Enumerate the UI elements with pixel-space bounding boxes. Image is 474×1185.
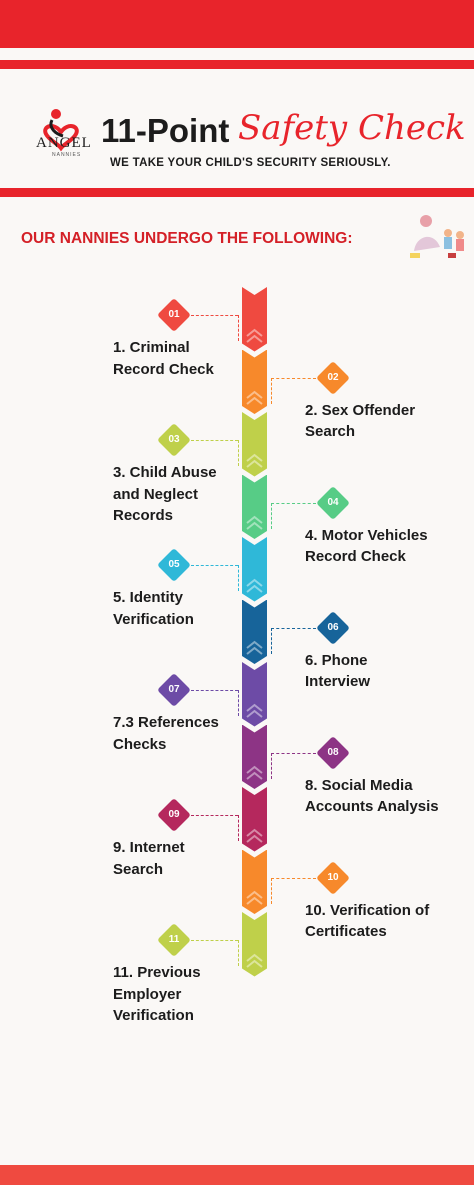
chevron-up-icon bbox=[242, 513, 267, 531]
chevron-up-icon bbox=[242, 326, 267, 344]
timeline-segment bbox=[242, 662, 267, 727]
step-number: 11 bbox=[168, 934, 180, 945]
dashed-connector bbox=[271, 752, 316, 754]
dashed-connector bbox=[191, 315, 238, 316]
step-label: 10. Verification of Certificates bbox=[305, 901, 430, 941]
dashed-connector-drop bbox=[271, 752, 272, 779]
chevron-up-icon bbox=[242, 826, 267, 844]
dashed-connector-drop bbox=[271, 627, 272, 654]
dashed-connector-drop bbox=[238, 315, 239, 341]
timeline-segment bbox=[242, 350, 267, 415]
step-label: 3. Child Abuse and Neglect Records bbox=[113, 464, 217, 524]
dashed-connector-drop bbox=[238, 565, 239, 591]
dashed-connector bbox=[191, 815, 238, 816]
step-number: 05 bbox=[168, 559, 180, 570]
logo-wordmark: ANGEL bbox=[36, 135, 92, 151]
children-illustration bbox=[410, 215, 464, 258]
dashed-connector bbox=[191, 565, 238, 566]
dashed-connector-drop bbox=[238, 690, 239, 716]
timeline-segment bbox=[242, 475, 267, 540]
dashed-connector bbox=[271, 627, 316, 629]
page-title: 11-Point bbox=[101, 112, 230, 149]
header-underline-stripe bbox=[0, 188, 474, 197]
step-number: 09 bbox=[168, 809, 180, 820]
dashed-connector-drop bbox=[271, 377, 272, 404]
chevron-up-icon bbox=[242, 638, 267, 656]
step-label: 4. Motor Vehicles Record Check bbox=[305, 526, 428, 566]
step-number: 08 bbox=[327, 746, 339, 758]
timeline-segment bbox=[242, 850, 267, 915]
page-title-script: Safety Check bbox=[238, 108, 466, 148]
angel-nannies-logo bbox=[43, 109, 79, 152]
step-number: 06 bbox=[327, 621, 339, 633]
bottom-banner-bar bbox=[0, 1165, 474, 1185]
dashed-connector bbox=[271, 877, 316, 879]
logo-subtext: NANNIES bbox=[52, 152, 82, 158]
step-label: 2. Sex Offender Search bbox=[305, 401, 416, 441]
dashed-connector-drop bbox=[238, 815, 239, 841]
dashed-connector bbox=[271, 377, 316, 379]
step-label: 11. Previous Employer Verification bbox=[113, 964, 201, 1024]
chevron-up-icon bbox=[242, 388, 267, 406]
tagline: WE TAKE YOUR CHILD'S SECURITY SERIOUSLY. bbox=[110, 157, 391, 169]
dashed-connector-drop bbox=[271, 502, 272, 529]
step-number: 01 bbox=[168, 309, 180, 320]
step-label: 6. Phone Interview bbox=[305, 651, 371, 691]
chevron-up-icon bbox=[242, 701, 267, 719]
top-banner-bar bbox=[0, 0, 474, 48]
step-number: 03 bbox=[168, 434, 180, 445]
dashed-connector-drop bbox=[238, 940, 239, 966]
timeline-segment bbox=[242, 912, 267, 977]
dashed-connector-drop bbox=[238, 440, 239, 466]
step-label: 8. Social Media Accounts Analysis bbox=[305, 776, 439, 816]
dashed-connector bbox=[191, 690, 238, 691]
dashed-connector bbox=[271, 502, 316, 504]
top-stripe bbox=[0, 60, 474, 69]
step-number: 04 bbox=[327, 496, 339, 508]
dashed-connector-drop bbox=[271, 877, 272, 904]
timeline-segment bbox=[242, 600, 267, 665]
timeline-segment bbox=[242, 787, 267, 852]
dashed-connector bbox=[191, 440, 238, 441]
step-label: 5. Identity Verification bbox=[113, 589, 194, 628]
chevron-up-icon bbox=[242, 951, 267, 969]
step-number: 10 bbox=[327, 871, 339, 883]
dashed-connector bbox=[191, 940, 238, 941]
step-label: 9. Internet Search bbox=[113, 839, 185, 878]
step-number: 02 bbox=[327, 371, 339, 383]
chevron-up-icon bbox=[242, 763, 267, 781]
chevron-up-icon bbox=[242, 888, 267, 906]
timeline-segment bbox=[242, 537, 267, 602]
chevron-up-icon bbox=[242, 576, 267, 594]
step-label: 1. Criminal Record Check bbox=[113, 339, 214, 378]
step-number: 07 bbox=[168, 684, 180, 695]
section-heading: OUR NANNIES UNDERGO THE FOLLOWING: bbox=[21, 230, 353, 247]
timeline-segment bbox=[242, 412, 267, 477]
step-label: 7.3 References Checks bbox=[113, 714, 219, 753]
chevron-up-icon bbox=[242, 451, 267, 469]
timeline-segment bbox=[242, 287, 267, 352]
timeline-segment bbox=[242, 725, 267, 790]
